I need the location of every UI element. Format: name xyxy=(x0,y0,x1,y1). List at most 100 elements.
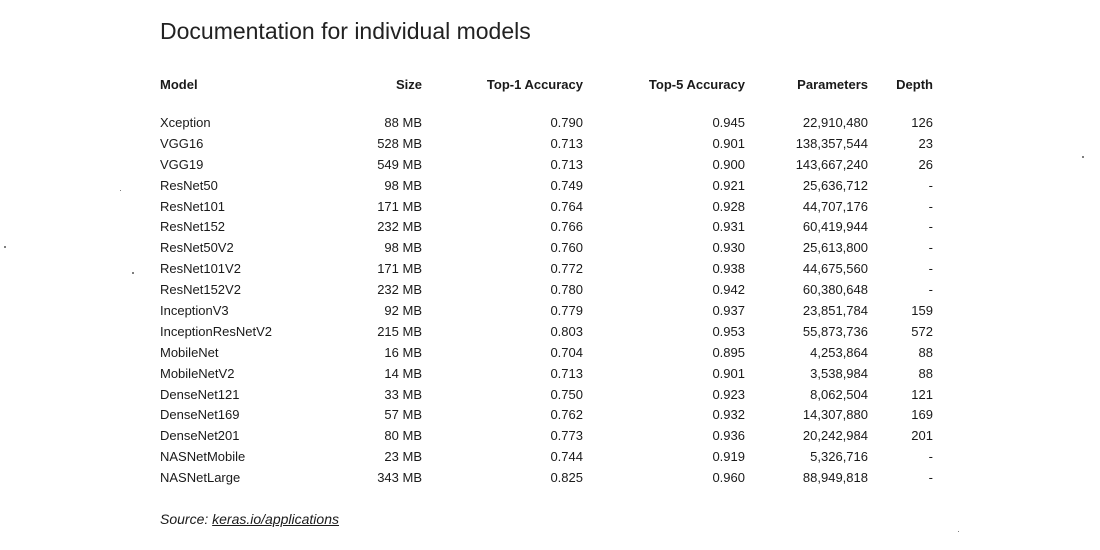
cell-parameters: 14,307,880 xyxy=(802,407,868,423)
cell-size: 80 MB xyxy=(384,428,422,444)
cell-depth: - xyxy=(928,282,933,298)
table-header-row: Model Size Top-1 Accuracy Top-5 Accuracy… xyxy=(160,72,933,96)
cell-size: 57 MB xyxy=(384,407,422,423)
header-size: Size xyxy=(395,76,422,92)
cell-top1-accuracy: 0.773 xyxy=(550,428,583,444)
cell-model: MobileNet xyxy=(160,344,219,360)
table-row: MobileNet 16 MB 0.704 0.895 4,253,864 88 xyxy=(160,342,933,363)
cell-top5-accuracy: 0.938 xyxy=(712,261,745,277)
scan-speck xyxy=(1082,156,1084,158)
cell-size: 23 MB xyxy=(384,449,422,465)
cell-size: 343 MB xyxy=(377,470,422,486)
cell-size: 528 MB xyxy=(377,135,422,151)
cell-model: ResNet101V2 xyxy=(160,261,241,277)
cell-size: 14 MB xyxy=(384,365,422,381)
cell-model: ResNet152V2 xyxy=(160,282,241,298)
cell-depth: 26 xyxy=(918,156,933,172)
cell-model: NASNetMobile xyxy=(160,449,246,465)
cell-parameters: 44,707,176 xyxy=(802,198,868,214)
cell-top1-accuracy: 0.779 xyxy=(550,302,583,318)
table-row: DenseNet121 33 MB 0.750 0.923 8,062,504 121 xyxy=(160,384,933,405)
cell-top1-accuracy: 0.704 xyxy=(550,344,583,360)
header-top5-accuracy: Top-5 Accuracy xyxy=(648,76,745,92)
cell-size: 98 MB xyxy=(384,240,422,256)
cell-size: 98 MB xyxy=(384,177,422,193)
cell-parameters: 88,949,818 xyxy=(802,470,868,486)
header-model: Model xyxy=(160,76,198,92)
header-depth: Depth xyxy=(896,76,933,92)
cell-model: ResNet50V2 xyxy=(160,240,234,256)
cell-depth: 23 xyxy=(918,135,933,151)
cell-top5-accuracy: 0.936 xyxy=(712,428,745,444)
cell-top5-accuracy: 0.901 xyxy=(712,135,745,151)
cell-depth: 88 xyxy=(918,365,933,381)
table-row: NASNetMobile 23 MB 0.744 0.919 5,326,716 - xyxy=(160,446,933,467)
cell-top5-accuracy: 0.930 xyxy=(712,240,745,256)
table-row: InceptionV3 92 MB 0.779 0.937 23,851,784 159 xyxy=(160,300,933,321)
scan-speck xyxy=(958,531,959,532)
cell-top5-accuracy: 0.923 xyxy=(712,386,745,402)
cell-parameters: 4,253,864 xyxy=(810,344,868,360)
cell-size: 232 MB xyxy=(377,219,422,235)
cell-size: 549 MB xyxy=(377,156,422,172)
cell-size: 171 MB xyxy=(377,198,422,214)
cell-depth: - xyxy=(928,470,933,486)
cell-top1-accuracy: 0.713 xyxy=(550,135,583,151)
cell-depth: 121 xyxy=(911,386,933,402)
cell-model: NASNetLarge xyxy=(160,470,241,486)
models-table: Model Size Top-1 Accuracy Top-5 Accuracy… xyxy=(160,72,933,488)
cell-top1-accuracy: 0.749 xyxy=(550,177,583,193)
source-link[interactable]: keras.io/applications xyxy=(212,511,339,527)
cell-top5-accuracy: 0.900 xyxy=(712,156,745,172)
cell-parameters: 60,419,944 xyxy=(802,219,868,235)
table-row: ResNet101V2 171 MB 0.772 0.938 44,675,560 - xyxy=(160,258,933,279)
cell-top1-accuracy: 0.764 xyxy=(550,198,583,214)
cell-top1-accuracy: 0.772 xyxy=(550,261,583,277)
cell-top5-accuracy: 0.928 xyxy=(712,198,745,214)
cell-top1-accuracy: 0.762 xyxy=(550,407,583,423)
cell-model: DenseNet201 xyxy=(160,428,240,444)
cell-depth: 572 xyxy=(911,323,933,339)
cell-parameters: 8,062,504 xyxy=(810,386,868,402)
table-row: Xception 88 MB 0.790 0.945 22,910,480 126 xyxy=(160,112,933,133)
cell-size: 171 MB xyxy=(377,261,422,277)
cell-top5-accuracy: 0.953 xyxy=(712,323,745,339)
cell-parameters: 20,242,984 xyxy=(802,428,868,444)
cell-top1-accuracy: 0.760 xyxy=(550,240,583,256)
cell-size: 33 MB xyxy=(384,386,422,402)
cell-parameters: 60,380,648 xyxy=(802,282,868,298)
cell-top5-accuracy: 0.919 xyxy=(712,449,745,465)
cell-top5-accuracy: 0.931 xyxy=(712,219,745,235)
cell-top1-accuracy: 0.744 xyxy=(550,449,583,465)
cell-depth: 169 xyxy=(911,407,933,423)
cell-model: DenseNet121 xyxy=(160,386,240,402)
cell-size: 88 MB xyxy=(384,114,422,130)
cell-parameters: 3,538,984 xyxy=(810,365,868,381)
cell-model: MobileNetV2 xyxy=(160,365,235,381)
cell-depth: - xyxy=(928,177,933,193)
cell-model: ResNet101 xyxy=(160,198,226,214)
cell-parameters: 138,357,544 xyxy=(795,135,868,151)
cell-depth: 201 xyxy=(911,428,933,444)
cell-top5-accuracy: 0.901 xyxy=(712,365,745,381)
cell-model: InceptionV3 xyxy=(160,302,229,318)
cell-top1-accuracy: 0.780 xyxy=(550,282,583,298)
cell-model: DenseNet169 xyxy=(160,407,240,423)
table-row: InceptionResNetV2 215 MB 0.803 0.953 55,873,… xyxy=(160,321,933,342)
header-parameters: Parameters xyxy=(797,76,868,92)
cell-parameters: 23,851,784 xyxy=(802,302,868,318)
cell-depth: - xyxy=(928,198,933,214)
cell-model: Xception xyxy=(160,114,211,130)
table-spacer xyxy=(160,96,933,112)
cell-top1-accuracy: 0.803 xyxy=(550,323,583,339)
cell-depth: - xyxy=(928,261,933,277)
cell-top5-accuracy: 0.895 xyxy=(712,344,745,360)
cell-top1-accuracy: 0.713 xyxy=(550,156,583,172)
cell-depth: - xyxy=(928,219,933,235)
table-row: ResNet152V2 232 MB 0.780 0.942 60,380,648 - xyxy=(160,279,933,300)
page-title: Documentation for individual models xyxy=(160,18,531,44)
cell-top5-accuracy: 0.932 xyxy=(712,407,745,423)
table-row: NASNetLarge 343 MB 0.825 0.960 88,949,818 - xyxy=(160,467,933,488)
cell-top1-accuracy: 0.750 xyxy=(550,386,583,402)
